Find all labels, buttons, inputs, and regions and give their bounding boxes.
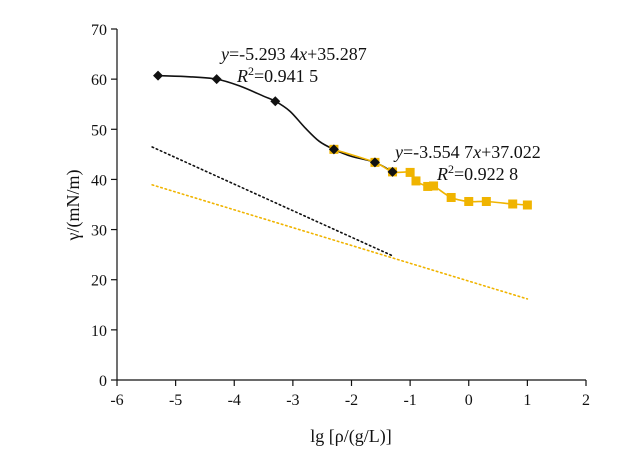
fit-annotation-yellow: y=-3.554 7x+37.022 R2=0.922 8	[393, 142, 541, 184]
fit-r2-yellow: R2=0.922 8	[436, 162, 518, 184]
fit-annotation-black: y=-5.293 4x+35.287 R2=0.941 5	[219, 44, 367, 86]
data-point-black	[270, 96, 281, 107]
x-tick-label: -3	[286, 392, 299, 409]
data-point-yellow	[411, 176, 421, 186]
y-axis-title: γ/(mN/m)	[63, 170, 84, 242]
data-point-yellow	[446, 192, 456, 202]
x-tick-label: -5	[169, 392, 182, 409]
y-tick-label: 50	[91, 122, 107, 139]
y-tick-label: 20	[91, 273, 107, 290]
x-axis-title: lg [ρ/(g/L)]	[310, 426, 391, 447]
fit-r2-black: R2=0.941 5	[236, 64, 318, 86]
fit-equation-black: y=-5.293 4x+35.287	[219, 44, 367, 64]
data-point-black	[211, 74, 222, 85]
data-point-yellow	[423, 181, 433, 191]
data-point-yellow	[508, 199, 518, 209]
y-tick-label: 40	[91, 172, 107, 189]
data-point-yellow	[405, 167, 415, 177]
trendline-black	[151, 146, 394, 257]
y-tick-label: 10	[91, 323, 107, 340]
fit-equation-yellow: y=-3.554 7x+37.022	[393, 142, 541, 162]
x-tick-label: -6	[110, 392, 123, 409]
data-point-yellow	[522, 200, 532, 210]
plot-area	[151, 70, 532, 300]
data-point-yellow	[429, 181, 439, 191]
x-tick-label: 2	[582, 392, 590, 409]
data-point-black	[387, 166, 398, 177]
x-tick-label: 1	[523, 392, 531, 409]
y-tick-label: 60	[91, 72, 107, 89]
x-tick-label: 0	[465, 392, 473, 409]
data-point-black	[328, 144, 339, 155]
x-tick-label: -1	[403, 392, 416, 409]
y-tick-label: 30	[91, 223, 107, 240]
data-point-black	[369, 157, 380, 168]
y-tick-label: 0	[99, 373, 107, 390]
x-tick-label: -2	[345, 392, 358, 409]
data-point-black	[153, 70, 164, 81]
data-point-yellow	[481, 196, 491, 206]
y-tick-label: 70	[91, 22, 107, 39]
x-tick-label: -4	[228, 392, 241, 409]
data-point-yellow	[464, 196, 474, 206]
